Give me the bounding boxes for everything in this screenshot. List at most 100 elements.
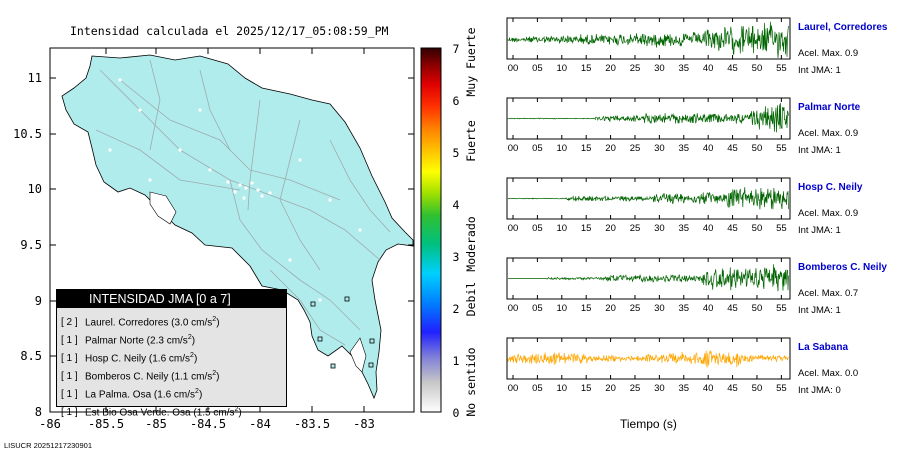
time-tick-label: 15 (581, 223, 592, 234)
time-tick-label: 20 (605, 143, 616, 154)
time-tick-label: 05 (532, 143, 543, 154)
legend-item-unit-sup: 2 (234, 405, 239, 413)
legend-item-text: Palmar Norte (2.3 cm/s (85, 335, 188, 347)
legend-item-unit-sup: 2 (187, 333, 192, 341)
lat-tick-label: 8.5 (20, 349, 42, 363)
time-tick-label: 10 (557, 223, 568, 234)
time-tick-label: 00 (508, 143, 519, 154)
colorbar-ticks: 7 6 5 4 3 2 1 0 (453, 42, 460, 420)
lon-tick-label: -85.5 (88, 417, 124, 431)
time-tick-label: 15 (581, 63, 592, 74)
time-tick-label: 10 (557, 303, 568, 314)
legend-item-level: [ 1 ] (61, 335, 78, 347)
colorbar-category-label: Moderado (464, 216, 478, 271)
legend-item-level: [ 2 ] (61, 317, 78, 329)
legend-item-level: [ 1 ] (61, 389, 78, 401)
road-network (95, 59, 391, 346)
lon-tick-label: -83 (353, 417, 375, 431)
time-tick-label: 25 (630, 303, 641, 314)
time-tick-label: 05 (532, 383, 543, 394)
lon-tick-label: -86 (39, 417, 61, 431)
station-name: Bomberos C. Neily (798, 262, 887, 273)
colorbar-tick-label: 3 (453, 250, 460, 264)
waveform-panel: 00 05 10 15 20 25 30 35 40 45 50 55 (506, 97, 791, 154)
time-tick-label: 15 (581, 383, 592, 394)
time-tick-label: 00 (508, 383, 519, 394)
legend-item: [ 1 ] La Palma. Osa (1.6 cm/s2) (61, 385, 286, 403)
waveform-panel: 00 05 10 15 20 25 30 35 40 45 50 55 (506, 337, 791, 394)
station-jma: Int JMA: 0 (798, 385, 841, 396)
lat-tick-label: 10.5 (13, 127, 42, 141)
colorbar-category-label: Fuerte (464, 120, 478, 162)
legend-item-level: [ 1 ] (61, 353, 78, 365)
time-tick-label: 40 (703, 223, 714, 234)
station-jma: Int JMA: 1 (798, 305, 841, 316)
legend-item-level: [ 1 ] (61, 371, 78, 383)
lon-tick-label: -84.5 (190, 417, 226, 431)
time-tick-label: 00 (508, 303, 519, 314)
time-tick-label: 30 (654, 63, 665, 74)
station-name: Palmar Norte (798, 102, 861, 113)
time-tick-label: 30 (654, 143, 665, 154)
time-tick-label: 25 (630, 63, 641, 74)
time-tick-label: 40 (703, 143, 714, 154)
legend-item-close: ) (238, 406, 242, 418)
station-legend: INTENSIDAD JMA [0 a 7] [ 2 ] Laurel. Corr… (56, 289, 287, 418)
gulf-of-nicoya (149, 191, 177, 225)
legend-item-unit-sup: 2 (190, 351, 194, 359)
time-tick-label: 40 (703, 383, 714, 394)
lat-tick-label: 8 (35, 405, 42, 419)
time-tick-label: 05 (532, 303, 543, 314)
colorbar-tick-label: 2 (453, 302, 460, 316)
time-tick-label: 55 (776, 143, 787, 154)
time-tick-label: 55 (776, 223, 787, 234)
time-tick-label: 35 (678, 143, 689, 154)
legend-item: [ 1 ] Hosp C. Neily (1.6 cm/s2) (61, 349, 286, 367)
time-tick-label: 35 (678, 63, 689, 74)
station-jma: Int JMA: 1 (798, 145, 841, 156)
map-axis-ticks (49, 48, 414, 413)
seismogram-trace (507, 102, 789, 133)
legend-item-level: [ 1 ] (61, 406, 78, 418)
legend-item: [ 2 ] Laurel. Corredores (3.0 cm/s2) (61, 313, 286, 331)
colorbar-tick-label: 1 (453, 354, 460, 368)
legend-item-text: Laurel. Corredores (3.0 cm/s (85, 317, 213, 329)
time-tick-label: 00 (508, 223, 519, 234)
time-tick-label: 45 (727, 63, 738, 74)
waveform-frame (506, 337, 791, 380)
legend-item-text: Bomberos C. Neily (1.1 cm/s (85, 371, 213, 383)
time-tick-label: 30 (654, 223, 665, 234)
time-tick-label: 15 (581, 303, 592, 314)
seismogram-trace (508, 264, 789, 292)
time-tick-label: 45 (727, 143, 738, 154)
time-tick-label: 50 (752, 143, 763, 154)
colorbar-category-label: Debil (464, 282, 478, 317)
colorbar-tick-label: 4 (453, 198, 460, 212)
legend-item-unit-sup: 2 (195, 387, 199, 395)
station-name: Laurel, Corredores (798, 22, 888, 33)
legend-item: [ 1 ] Est Bio Osa Verde. Osa (1.5 cm/s2) (61, 403, 286, 421)
waveform-panel: 00 05 10 15 20 25 30 35 40 45 50 55 (506, 257, 791, 314)
seismogram-trace (507, 350, 789, 368)
legend-list: [ 2 ] Laurel. Corredores (3.0 cm/s2)[ 1 ]… (57, 308, 286, 421)
colorbar-category-label: Muy Fuerte (464, 27, 478, 96)
time-tick-label: 55 (776, 383, 787, 394)
time-tick-label: 45 (727, 383, 738, 394)
time-tick-label: 20 (605, 383, 616, 394)
map-title: Intensidad calculada el 2025/12/17_05:08… (70, 24, 389, 38)
time-tick-label: 45 (727, 303, 738, 314)
time-tick-label: 30 (654, 383, 665, 394)
legend-item-close: ) (191, 335, 196, 347)
time-tick-label: 05 (532, 63, 543, 74)
golfo-dulce (349, 337, 367, 373)
legend-item-close: ) (216, 371, 220, 383)
station-name: Hosp C. Neily (798, 182, 863, 193)
station-markers (310, 296, 375, 369)
legend-item-close: ) (193, 353, 198, 365)
time-tick-label: 05 (532, 223, 543, 234)
time-tick-label: 35 (678, 223, 689, 234)
seismogram-trace (507, 187, 789, 210)
legend-item-text: La Palma. Osa (1.6 cm/s (85, 389, 196, 401)
lat-tick-label: 11 (28, 71, 42, 85)
time-tick-label: 20 (605, 303, 616, 314)
